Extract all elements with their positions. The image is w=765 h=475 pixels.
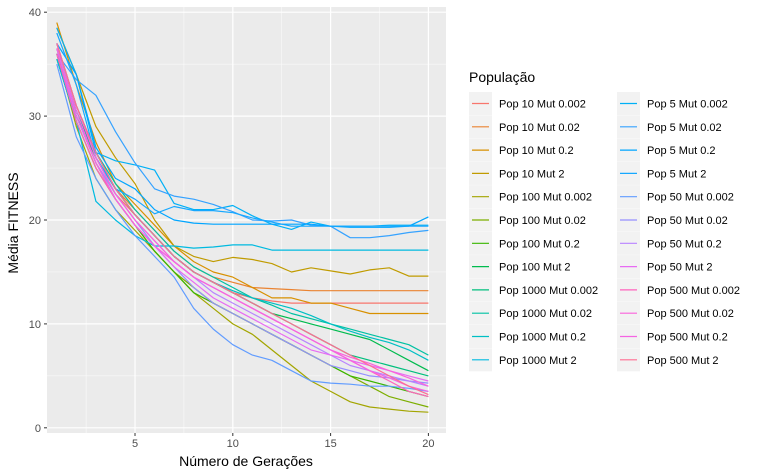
legend: População Pop 10 Mut 0.002 Pop 10 Mut 0.0… <box>469 69 740 372</box>
legend-label-pop-5-mut-0-2: Pop 5 Mut 0.2 <box>647 145 716 157</box>
legend-label-pop-50-mut-0-02: Pop 50 Mut 0.02 <box>647 215 728 227</box>
legend-label-pop-5-mut-0-02: Pop 5 Mut 0.02 <box>647 122 722 134</box>
legend-label-pop-500-mut-0-2: Pop 500 Mut 0.2 <box>647 332 728 344</box>
legend-label-pop-100-mut-0-2: Pop 100 Mut 0.2 <box>499 238 580 250</box>
y-axis-title: Média FITNESS <box>5 172 21 273</box>
y-tick-label: 30 <box>29 111 41 123</box>
series-line-pop-500-mut-2 <box>56 43 429 396</box>
legend-label-pop-10-mut-0-2: Pop 10 Mut 0.2 <box>499 145 574 157</box>
series-line-pop-1000-mut-2 <box>56 58 429 251</box>
legend-label-pop-50-mut-0-002: Pop 50 Mut 0.002 <box>647 192 734 204</box>
legend-label-pop-50-mut-0-2: Pop 50 Mut 0.2 <box>647 238 722 250</box>
series-line-pop-50-mut-0-002 <box>56 63 429 392</box>
legend-label-pop-1000-mut-0-02: Pop 1000 Mut 0.02 <box>499 308 592 320</box>
legend-label-pop-1000-mut-2: Pop 1000 Mut 2 <box>499 355 577 367</box>
legend-label-pop-500-mut-2: Pop 500 Mut 2 <box>647 355 719 367</box>
legend-label-pop-1000-mut-0-2: Pop 1000 Mut 0.2 <box>499 332 586 344</box>
legend-label-pop-5-mut-2: Pop 5 Mut 2 <box>647 168 706 180</box>
x-tick-label: 15 <box>324 438 336 450</box>
series-lines <box>56 22 429 413</box>
axes: 0 10 20 30 40 5 10 15 20 <box>29 7 435 450</box>
legend-label-pop-10-mut-0-02: Pop 10 Mut 0.02 <box>499 122 580 134</box>
legend-label-pop-5-mut-0-002: Pop 5 Mut 0.002 <box>647 99 728 111</box>
series-line-pop-5-mut-2 <box>56 32 429 227</box>
legend-label-pop-500-mut-0-002: Pop 500 Mut 0.002 <box>647 285 740 297</box>
x-tick-label: 5 <box>132 438 138 450</box>
y-tick-label: 0 <box>35 423 41 435</box>
x-tick-label: 10 <box>227 438 239 450</box>
legend-label-pop-10-mut-0-002: Pop 10 Mut 0.002 <box>499 99 586 111</box>
series-line-pop-1000-mut-0-02 <box>56 43 429 356</box>
legend-label-pop-1000-mut-0-002: Pop 1000 Mut 0.002 <box>499 285 598 297</box>
legend-label-pop-10-mut-2: Pop 10 Mut 2 <box>499 168 564 180</box>
legend-title: População <box>469 69 535 85</box>
x-tick-label: 20 <box>422 438 434 450</box>
legend-label-pop-100-mut-0-02: Pop 100 Mut 0.02 <box>499 215 586 227</box>
legend-label-pop-100-mut-0-002: Pop 100 Mut 0.002 <box>499 192 592 204</box>
x-axis-title: Número de Gerações <box>179 453 313 469</box>
y-tick-label: 20 <box>29 215 41 227</box>
y-tick-label: 10 <box>29 319 41 331</box>
y-tick-label: 40 <box>29 7 41 19</box>
legend-label-pop-50-mut-2: Pop 50 Mut 2 <box>647 262 712 274</box>
series-line-pop-500-mut-0-2 <box>56 48 429 392</box>
series-line-pop-5-mut-0-2 <box>56 43 429 228</box>
legend-label-pop-500-mut-0-02: Pop 500 Mut 0.02 <box>647 308 734 320</box>
legend-label-pop-100-mut-2: Pop 100 Mut 2 <box>499 262 571 274</box>
